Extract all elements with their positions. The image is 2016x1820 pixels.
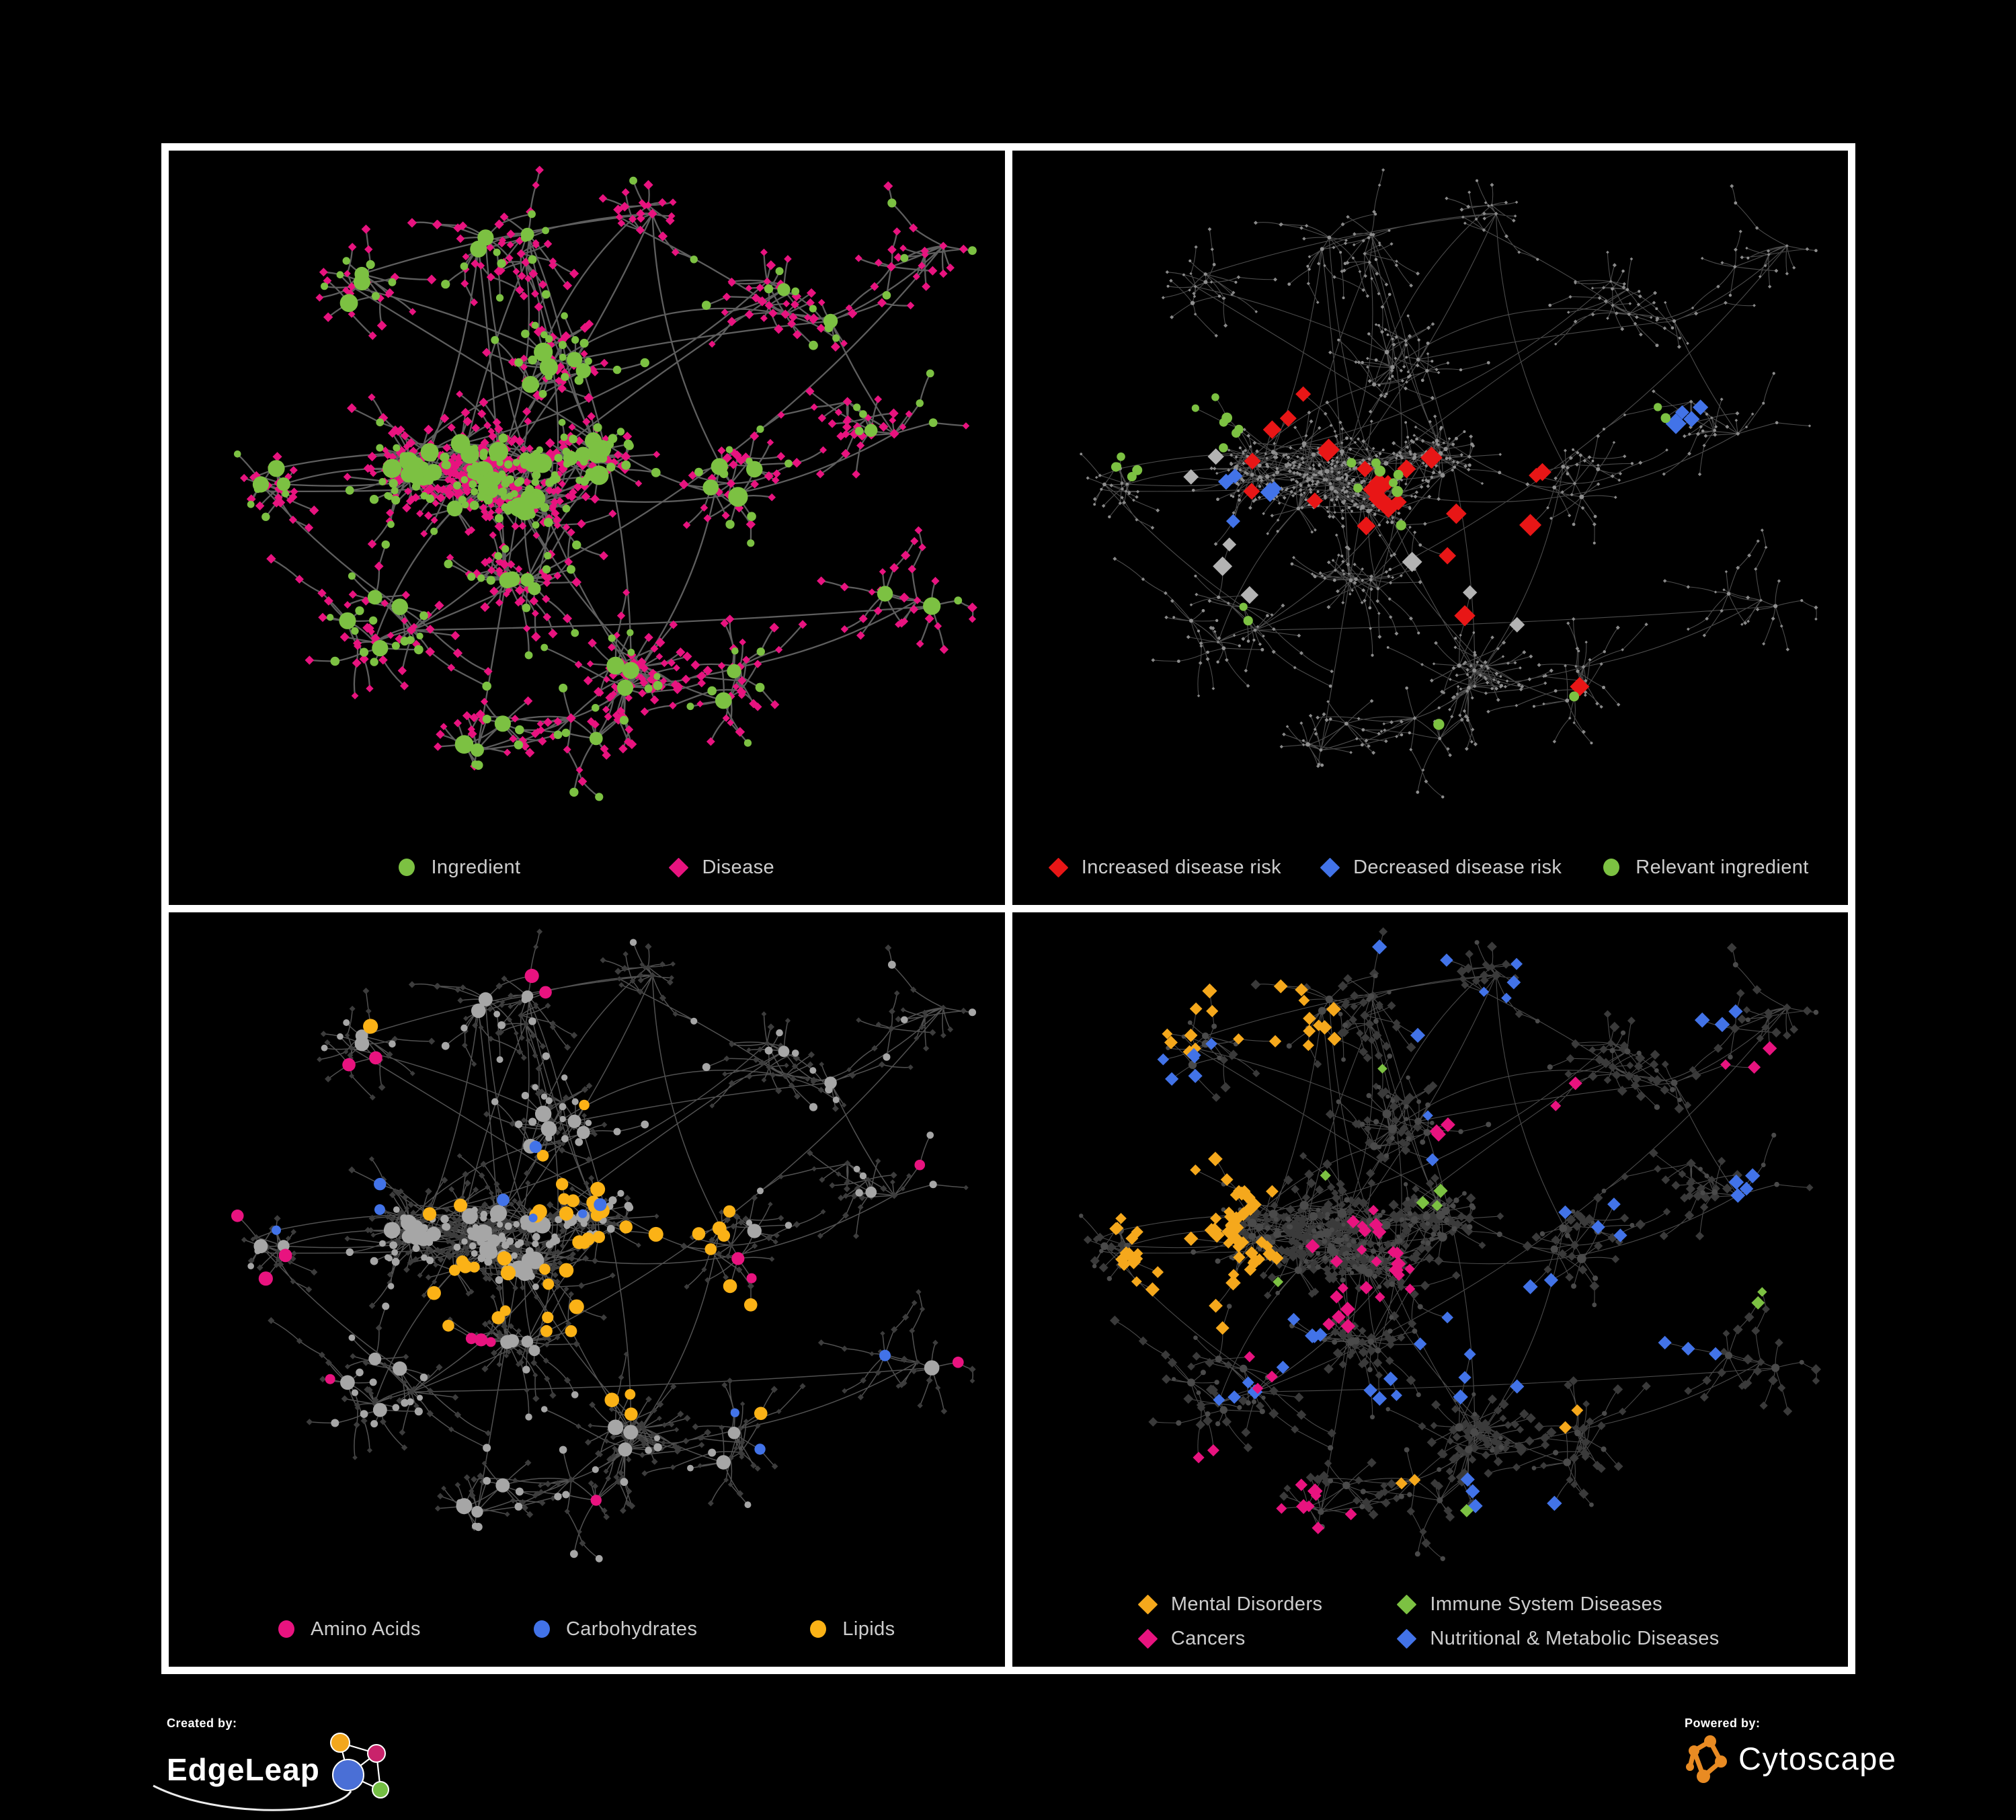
edgeleap-logo: EdgeLeap [153, 1733, 395, 1811]
created-by-label: Created by: [167, 1716, 237, 1730]
legend-label: Cancers [1170, 1627, 1246, 1649]
legend-diamond-marker [1397, 1628, 1417, 1649]
disease-risk-network-graph [1079, 168, 1818, 799]
legend-diamond-marker [1397, 1594, 1417, 1614]
edgeleap-green-node [371, 1781, 389, 1798]
legend-label: Ingredient [431, 856, 521, 878]
cytoscape-icon-edges [1687, 1739, 1724, 1779]
edgeleap-swoosh [153, 1784, 352, 1811]
legend-diamond-marker [1137, 1628, 1158, 1649]
legend-label: Immune System Diseases [1430, 1593, 1663, 1615]
cytoscape-icon-node [1715, 1755, 1727, 1768]
legend-item: Ingredient [399, 855, 520, 879]
macronutrient-network-graph [231, 928, 977, 1562]
edgeleap-logo-text: EdgeLeap [167, 1751, 320, 1787]
panel-ingredient-disease: Ingredient Disease [169, 151, 1005, 905]
legend-item: Amino Acids [278, 1617, 421, 1641]
cytoscape-credit: Powered by: Cytoscape [1685, 1716, 1897, 1784]
legend-label: Amino Acids [310, 1618, 421, 1640]
cytoscape-network-icon [1686, 1735, 1727, 1783]
legend-label: Disease [702, 856, 775, 878]
legend-label: Relevant ingredient [1636, 856, 1809, 878]
macronutrient-legend: Amino Acids Carbohydrates Lipids [169, 1617, 1005, 1641]
legend-circle-marker [1603, 859, 1620, 876]
edgeleap-blue-node [331, 1759, 364, 1791]
legend-item: Immune System Diseases [1397, 1592, 1719, 1616]
disease-category-network-graph [1078, 927, 1821, 1561]
legend-label: Nutritional & Metabolic Diseases [1430, 1627, 1720, 1649]
legend-label: Mental Disorders [1170, 1593, 1323, 1615]
legend-item: Nutritional & Metabolic Diseases [1397, 1626, 1720, 1651]
panel-disease-risk: Increased disease risk Decreased disease … [1012, 151, 1849, 905]
legend-label: Lipids [842, 1618, 895, 1640]
edgeleap-credit: Created by: EdgeLeap [153, 1716, 395, 1811]
legend-circle-marker [533, 1620, 550, 1638]
legend-item: Increased disease risk [1048, 855, 1282, 879]
powered-by-label: Powered by: [1685, 1716, 1761, 1730]
cytoscape-icon-node [1686, 1763, 1694, 1771]
panel-macronutrients: Amino Acids Carbohydrates Lipids [169, 912, 1005, 1667]
cytoscape-icon-node [1704, 1735, 1716, 1747]
edgeleap-network-icon [153, 1733, 389, 1811]
disease-risk-legend: Increased disease risk Decreased disease … [1012, 855, 1849, 879]
legend-diamond-marker [669, 857, 689, 877]
legend-circle-marker [278, 1620, 294, 1638]
legend-item: Relevant ingredient [1603, 855, 1808, 879]
legend-item: Cancers [1137, 1626, 1323, 1651]
legend-diamond-marker [1320, 857, 1340, 877]
legend-circle-marker [810, 1620, 827, 1638]
legend-label: Decreased disease risk [1353, 856, 1562, 878]
edgeleap-pink-node [366, 1744, 386, 1763]
legend-diamond-marker [1137, 1594, 1158, 1614]
ingredient-disease-network-graph [233, 165, 977, 801]
cytoscape-icon-node [1689, 1745, 1699, 1756]
legend-item: Disease [669, 855, 775, 879]
cytoscape-icon-node [1697, 1770, 1710, 1783]
panel-disease-categories: Mental Disorders Immune System Diseases Ca… [1012, 912, 1849, 1667]
panel-grid: Ingredient Disease Increased disease risk… [161, 143, 1855, 1674]
legend-item: Carbohydrates [533, 1617, 698, 1641]
legend-label: Carbohydrates [565, 1618, 698, 1640]
legend-item: Lipids [810, 1617, 895, 1641]
legend-circle-marker [399, 859, 415, 876]
cytoscape-logo: Cytoscape [1685, 1733, 1897, 1784]
cytoscape-logo-text: Cytoscape [1738, 1741, 1897, 1777]
ingredient-disease-legend: Ingredient Disease [169, 855, 1005, 879]
disease-category-legend: Mental Disorders Immune System Diseases Ca… [1012, 1592, 1849, 1651]
edgeleap-orange-node [329, 1733, 350, 1753]
legend-diamond-marker [1048, 857, 1069, 877]
legend-item: Mental Disorders [1137, 1592, 1323, 1616]
legend-item: Decreased disease risk [1320, 855, 1562, 879]
legend-label: Increased disease risk [1081, 856, 1282, 878]
